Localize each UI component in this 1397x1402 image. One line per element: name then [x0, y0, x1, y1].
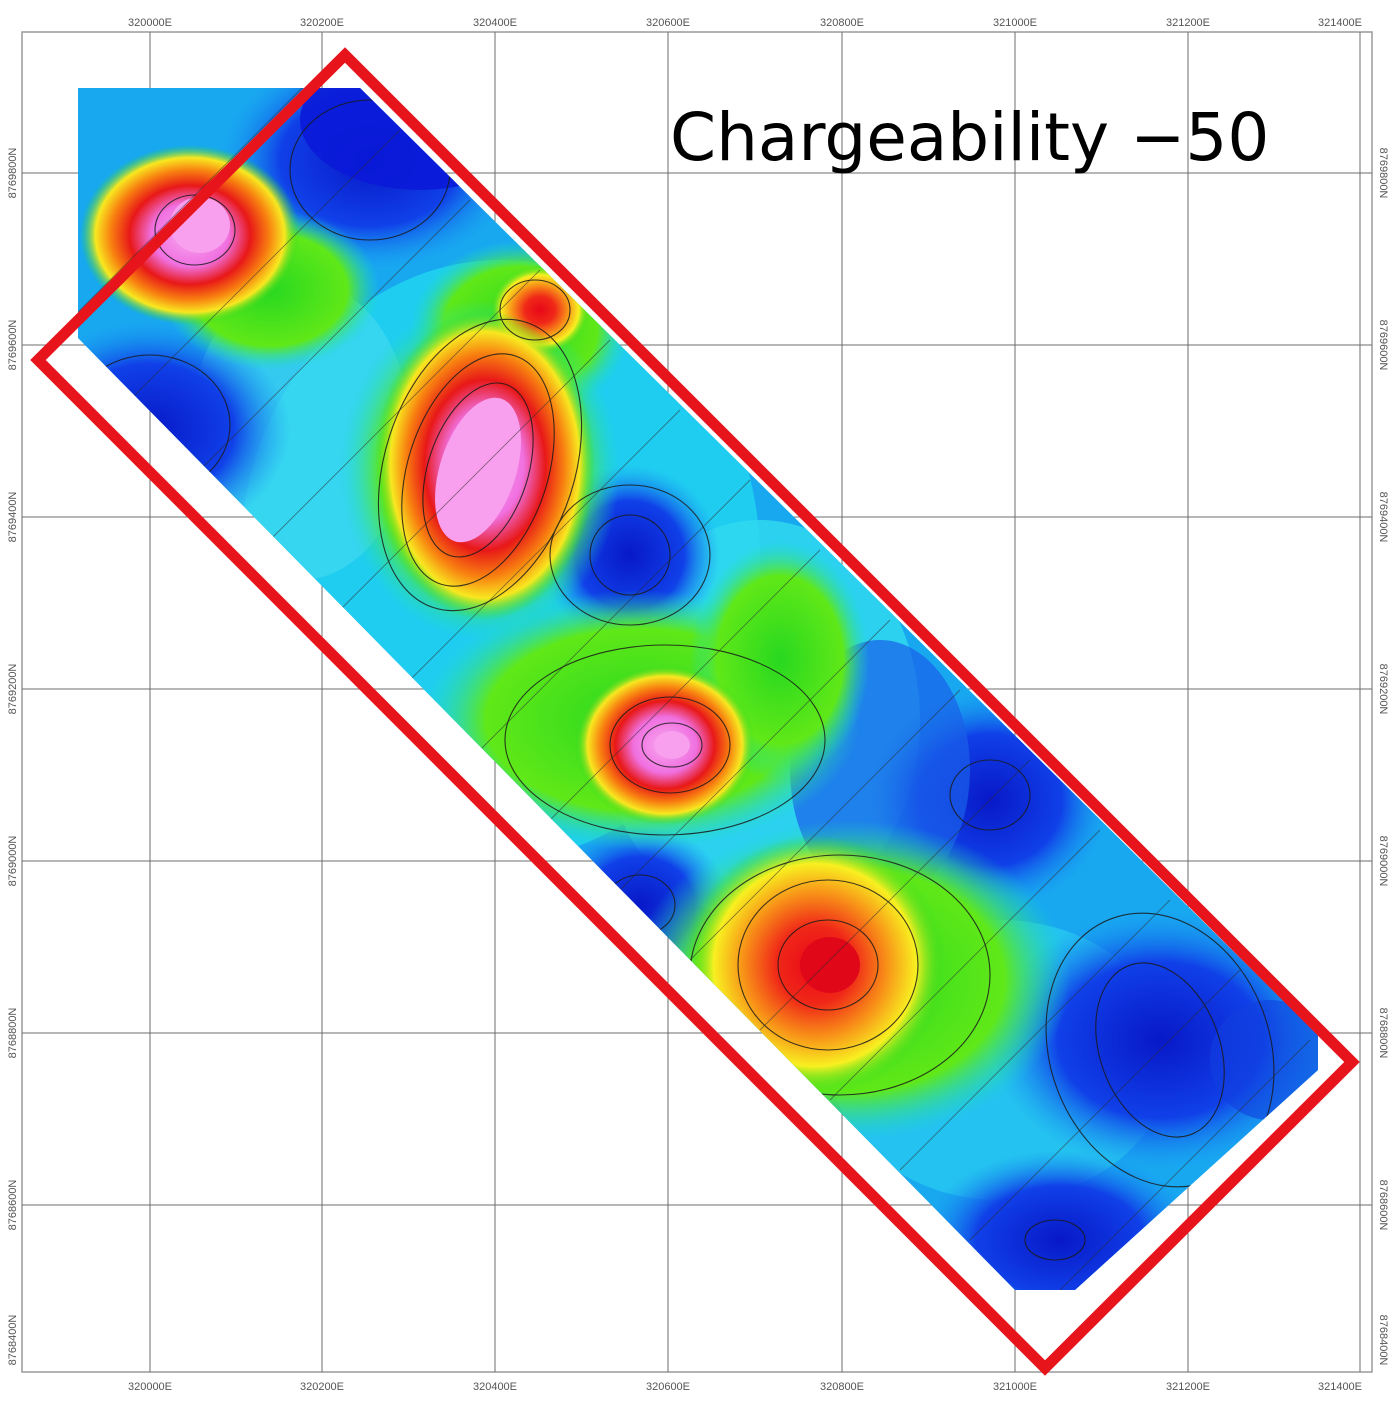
y-tick-label: 8769800N [1377, 148, 1389, 199]
y-tick-label: 8768400N [1377, 1315, 1389, 1366]
x-tick-label: 321200E [1166, 1381, 1210, 1393]
survey-outline [30, 47, 1360, 1376]
y-axis-right: 8769800N 8769600N 8769400N 8769200N 8769… [1377, 148, 1389, 1366]
y-tick-label: 8769000N [7, 836, 19, 887]
x-tick-label: 321000E [993, 17, 1037, 29]
y-axis-left: 8769800N 8769600N 8769400N 8769200N 8769… [7, 148, 19, 1366]
y-tick-label: 8768600N [1377, 1180, 1389, 1231]
y-tick-label: 8768800N [1377, 1008, 1389, 1059]
x-tick-label: 320000E [128, 17, 172, 29]
y-tick-label: 8769600N [7, 320, 19, 371]
y-tick-label: 8768600N [7, 1180, 19, 1231]
x-tick-label: 320600E [646, 1381, 690, 1393]
y-tick-label: 8769400N [7, 492, 19, 543]
y-tick-label: 8769000N [1377, 836, 1389, 887]
y-tick-label: 8769400N [1377, 492, 1389, 543]
map-title: Chargeability −50 [670, 99, 1269, 176]
x-axis-top: 320000E 320200E 320400E 320600E 320800E … [128, 17, 1362, 29]
x-tick-label: 320800E [820, 1381, 864, 1393]
x-tick-label: 320400E [473, 17, 517, 29]
y-tick-label: 8769800N [7, 148, 19, 199]
x-tick-label: 321000E [993, 1381, 1037, 1393]
y-tick-label: 8769200N [7, 664, 19, 715]
x-tick-label: 321400E [1318, 1381, 1362, 1393]
y-tick-label: 8768400N [7, 1315, 19, 1366]
x-tick-label: 320200E [300, 1381, 344, 1393]
x-tick-label: 320200E [300, 17, 344, 29]
x-tick-label: 320600E [646, 17, 690, 29]
y-tick-label: 8769200N [1377, 664, 1389, 715]
x-tick-label: 320800E [820, 17, 864, 29]
y-tick-label: 8769600N [1377, 320, 1389, 371]
x-tick-label: 321400E [1318, 17, 1362, 29]
y-tick-label: 8768800N [7, 1008, 19, 1059]
x-tick-label: 321200E [1166, 17, 1210, 29]
x-tick-label: 320400E [473, 1381, 517, 1393]
x-tick-label: 320000E [128, 1381, 172, 1393]
survey-lines [78, 88, 1311, 1290]
x-axis-bottom: 320000E 320200E 320400E 320600E 320800E … [128, 1381, 1362, 1393]
